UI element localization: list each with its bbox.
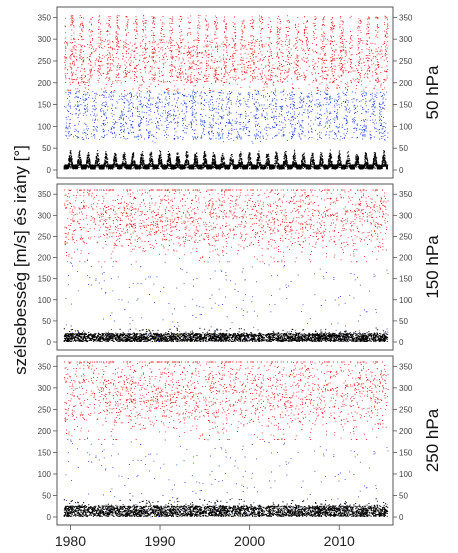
- y-tick-label-left: 350: [38, 13, 52, 22]
- y-tick-label-left: 350: [38, 362, 52, 371]
- y-tick-label-left: 200: [38, 427, 52, 436]
- y-tick-label-right: 200: [399, 79, 413, 88]
- y-tick-label-right: 50: [399, 144, 408, 153]
- y-tick-label-left: 250: [38, 232, 52, 241]
- panel-2-points: [63, 189, 389, 343]
- y-tick-label-right: 300: [399, 384, 413, 393]
- y-tick-label-left: 0: [47, 166, 52, 175]
- y-tick-label-right: 100: [399, 296, 413, 305]
- y-tick-label-left: 300: [38, 35, 52, 44]
- panel-3-frame: [56, 355, 394, 526]
- y-tick-label-left: 200: [38, 79, 52, 88]
- x-tick-label: 2000: [234, 533, 265, 549]
- y-tick-label-left: 50: [42, 317, 51, 326]
- x-tick-label: 1980: [55, 533, 86, 549]
- panel-2-direction-blue-points: [65, 261, 389, 343]
- x-axis: 1980 1990 2000 2010: [55, 525, 355, 549]
- panel-1: 0 0 50 50 100 100 150 150 200 200 250 250 300 300 350 3…: [38, 6, 442, 179]
- y-tick-label-left: 100: [38, 122, 52, 131]
- y-tick-label-right: 50: [399, 491, 408, 500]
- y-tick-label-right: 250: [399, 232, 413, 241]
- panel-1-direction-red-points: [64, 14, 389, 92]
- y-tick-label-right: 350: [399, 190, 413, 199]
- panel-1-speed-points: [63, 149, 389, 170]
- y-tick-label-right: 150: [399, 101, 413, 110]
- y-tick-label-right: 150: [399, 448, 413, 457]
- panel-1-direction-blue-points: [64, 91, 389, 144]
- y-tick-label-right: 100: [399, 470, 413, 479]
- y-tick-label-left: 250: [38, 57, 52, 66]
- y-tick-label-left: 300: [38, 384, 52, 393]
- x-tick-label: 1990: [144, 533, 175, 549]
- x-tick-label: 2010: [324, 533, 355, 549]
- y-tick-label-left: 100: [38, 296, 52, 305]
- y-tick-label-right: 0: [399, 513, 404, 522]
- y-tick-label-right: 350: [399, 362, 413, 371]
- y-tick-label-left: 150: [38, 448, 52, 457]
- y-tick-label-left: 150: [38, 101, 52, 110]
- panel-2-level-label: 150 hPa: [423, 235, 442, 299]
- panel-2: 0 0 50 50 100 100 150 150 200 200 250 250 300 300 350 3…: [38, 183, 442, 351]
- y-tick-label-right: 300: [399, 35, 413, 44]
- panel-3: 0 0 50 50 100 100 150 150 200 200 250 250 300 300 350 3…: [38, 355, 442, 526]
- y-tick-label-left: 150: [38, 275, 52, 284]
- y-tick-label-left: 350: [38, 190, 52, 199]
- panel-2-frame: [56, 183, 394, 351]
- y-axis-label: szélsebesség [m/s] és irány [°]: [11, 145, 30, 375]
- y-tick-label-left: 300: [38, 211, 52, 220]
- y-tick-label-right: 0: [399, 338, 404, 347]
- y-tick-label-left: 50: [42, 491, 51, 500]
- panel-3-speed-points: [63, 498, 389, 517]
- y-tick-label-right: 100: [399, 122, 413, 131]
- y-tick-label-left: 200: [38, 254, 52, 263]
- y-tick-label-right: 50: [399, 317, 408, 326]
- y-tick-label-left: 50: [42, 144, 51, 153]
- y-tick-label-right: 350: [399, 13, 413, 22]
- y-tick-label-left: 0: [47, 338, 52, 347]
- panel-2-direction-red-points: [64, 189, 389, 263]
- panel-3-points: [63, 361, 389, 518]
- y-tick-label-right: 150: [399, 275, 413, 284]
- y-tick-label-right: 0: [399, 166, 404, 175]
- panel-2-speed-points: [63, 327, 389, 343]
- y-tick-label-right: 250: [399, 57, 413, 66]
- y-tick-label-left: 250: [38, 405, 52, 414]
- panel-3-level-label: 250 hPa: [423, 408, 442, 472]
- panel-1-frame: [56, 6, 394, 179]
- y-tick-label-right: 200: [399, 254, 413, 263]
- panel-3-direction-red-points: [64, 361, 389, 440]
- y-tick-label-left: 100: [38, 470, 52, 479]
- y-tick-label-left: 0: [47, 513, 52, 522]
- y-tick-label-right: 250: [399, 405, 413, 414]
- y-tick-label-right: 200: [399, 427, 413, 436]
- panels: 0 0 50 50 100 100 150 150 200 200 250 250 300 300 350 3…: [38, 6, 442, 526]
- panel-1-points: [63, 14, 389, 170]
- y-tick-label-right: 300: [399, 211, 413, 220]
- panel-1-level-label: 50 hPa: [423, 65, 442, 119]
